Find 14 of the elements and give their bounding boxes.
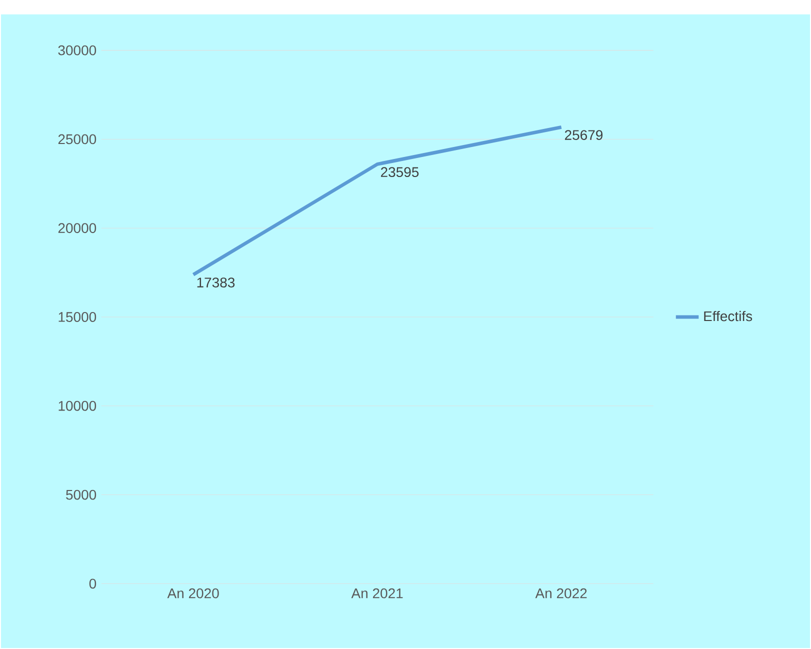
- data-label: 25679: [564, 130, 603, 140]
- y-tick-label: 30000: [58, 45, 96, 56]
- y-tick-label: 10000: [58, 400, 96, 411]
- x-tick-label: An 2022: [535, 588, 587, 598]
- data-label: 23595: [380, 167, 419, 178]
- y-tick-label: 0: [89, 578, 96, 589]
- data-label: 17383: [197, 278, 235, 288]
- y-tick-label: 5000: [66, 490, 96, 500]
- x-tick-label: An 2020: [167, 588, 219, 598]
- y-tick-label: 25000: [58, 134, 96, 144]
- legend-label: Effectifs: [704, 310, 752, 322]
- x-tick-label: An 2021: [351, 588, 403, 598]
- y-tick-label: 15000: [58, 312, 96, 322]
- y-tick-label: 20000: [58, 223, 96, 234]
